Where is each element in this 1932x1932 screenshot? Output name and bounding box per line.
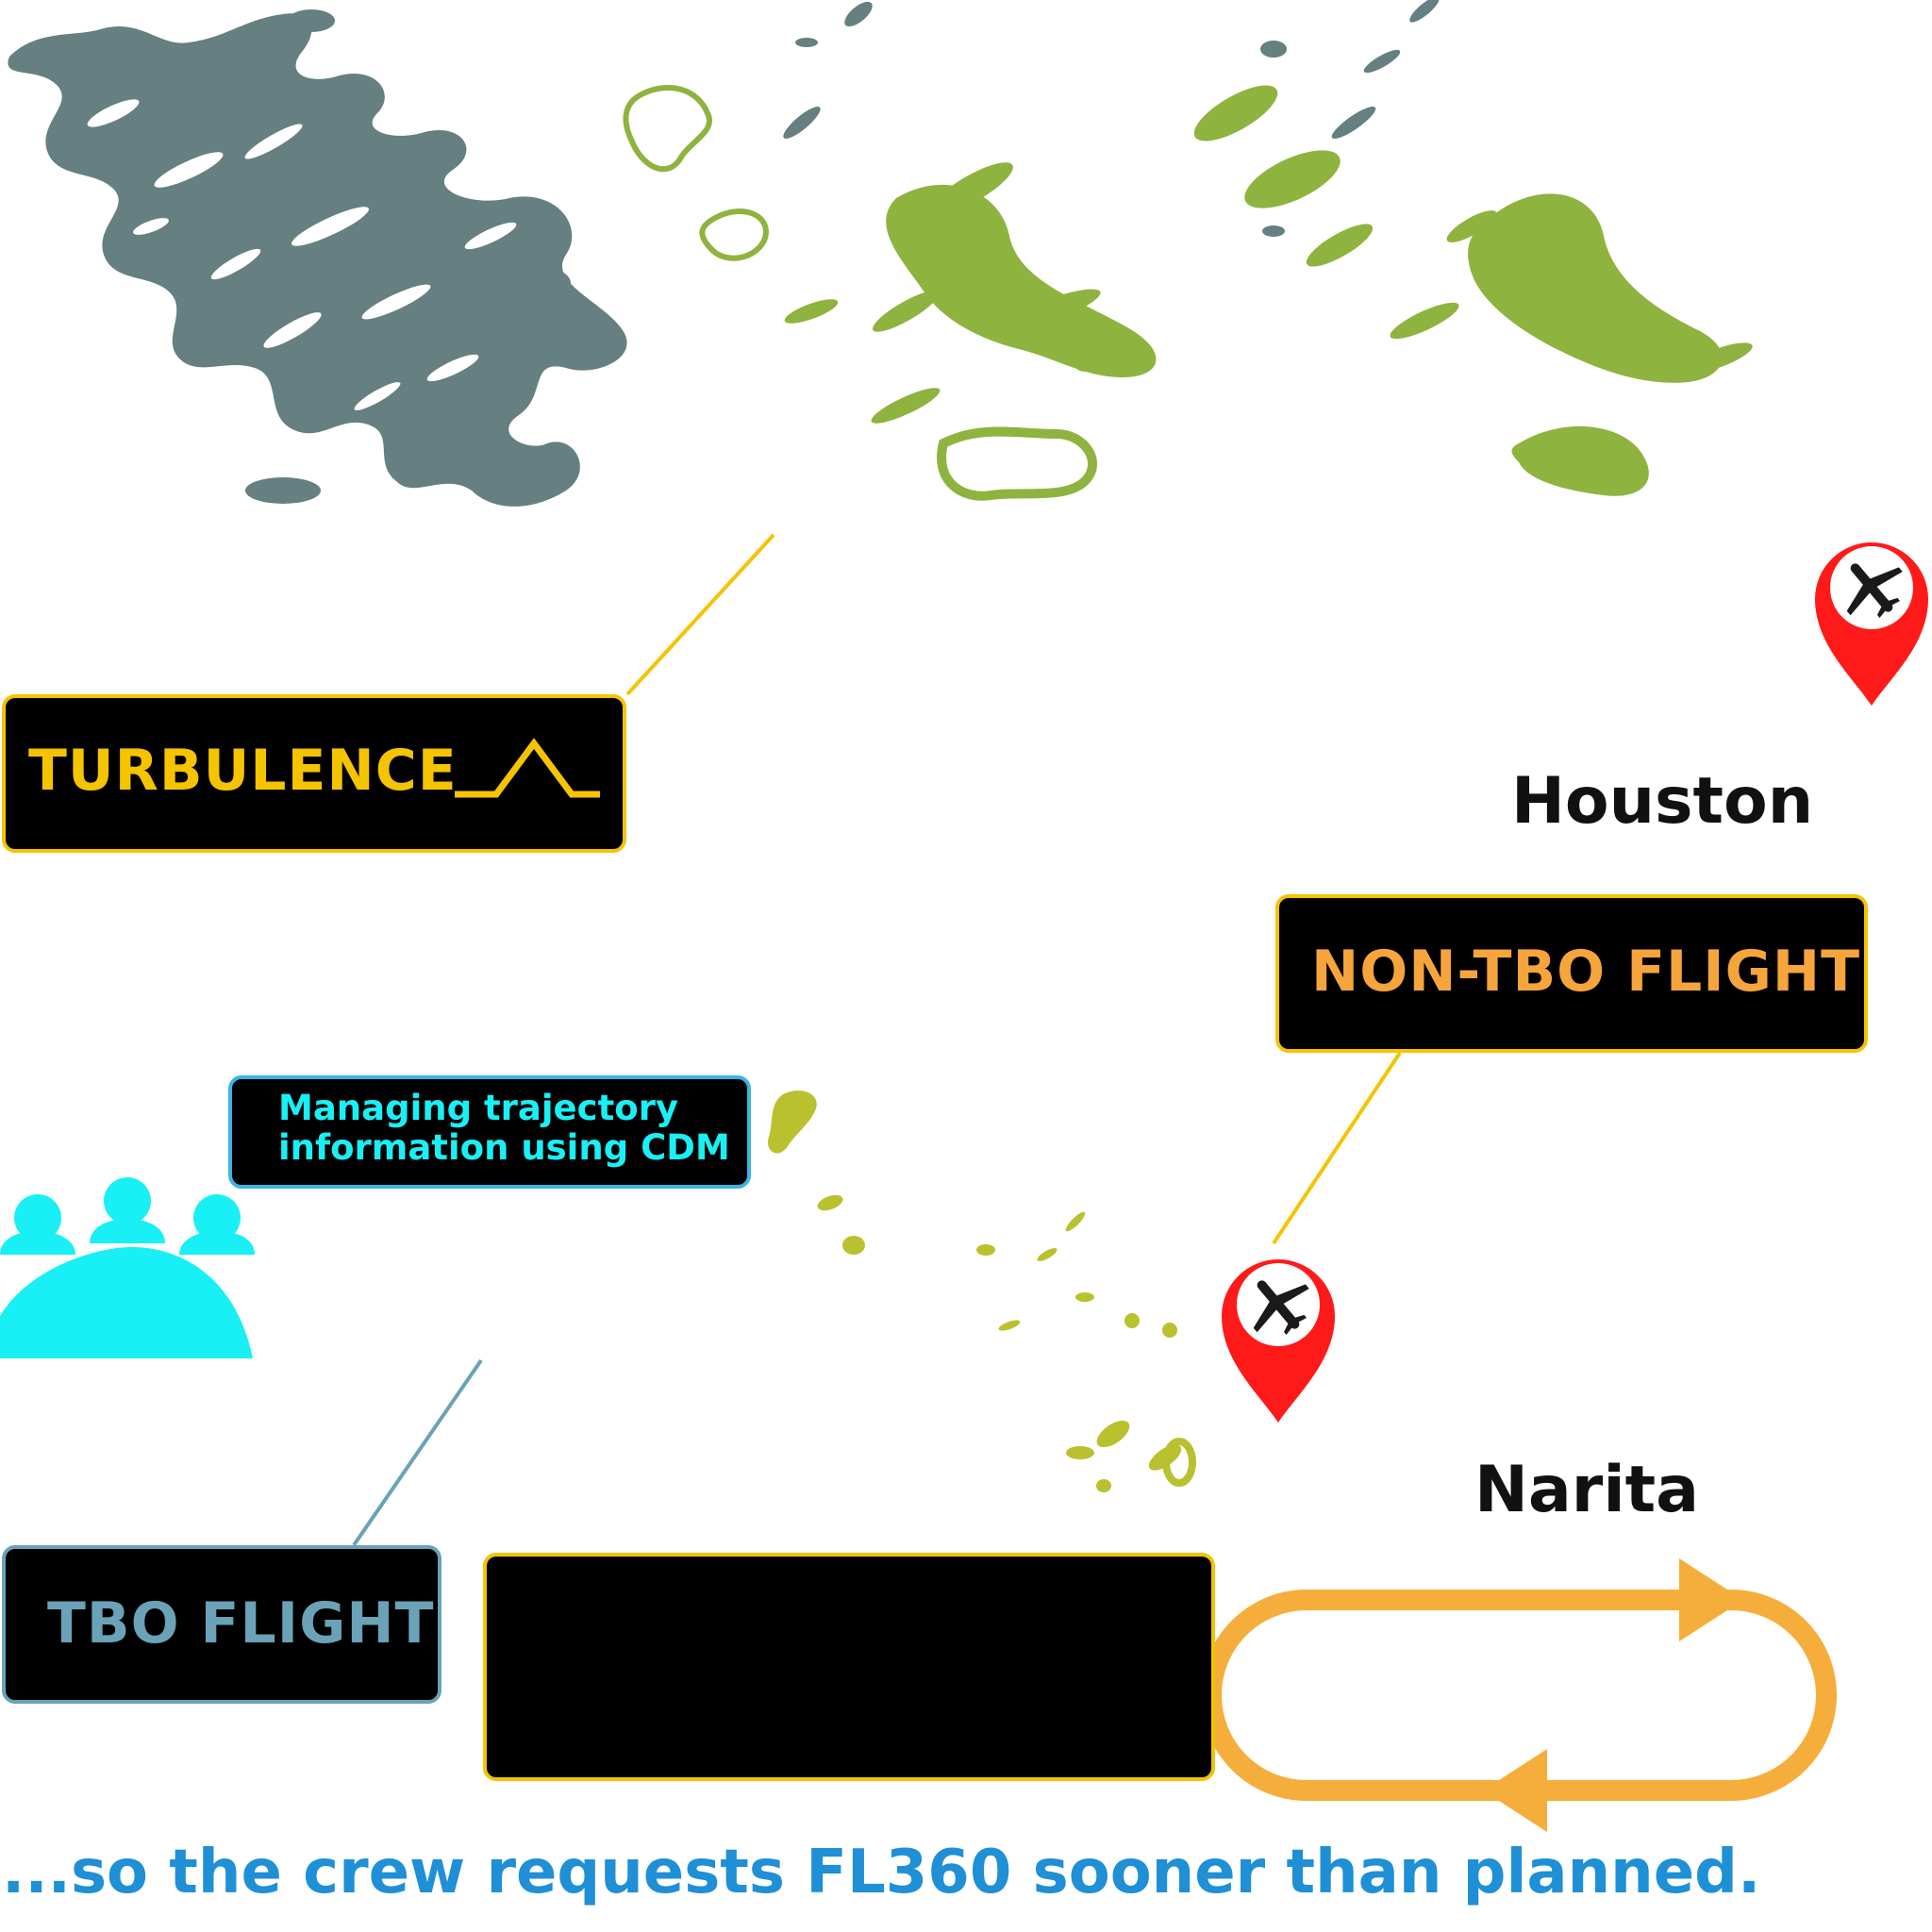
tbo-flight-box[interactable] <box>2 1545 441 1704</box>
weather-cluster-upper-gray-spots <box>783 0 1440 237</box>
tbo-flight-label: TBO FLIGHT <box>47 1591 435 1657</box>
plane-pin-icon[interactable] <box>1222 1259 1335 1423</box>
people-group-icon <box>0 1177 255 1358</box>
weather-cluster-lower <box>768 1090 1196 1492</box>
weather-cluster-upper-right <box>1193 85 1753 496</box>
turbulence-cloud <box>8 9 627 507</box>
turbulence-icon <box>455 738 600 798</box>
empty-message-box <box>483 1553 1215 1781</box>
cdm-info-text: Managing trajectory information using CD… <box>278 1089 730 1168</box>
tbo-connector <box>352 1358 483 1547</box>
turbulence-label: TURBULENCE <box>28 738 458 804</box>
cdm-line-1: Managing trajectory <box>278 1088 679 1128</box>
non-tbo-flight-box[interactable] <box>1275 894 1868 1053</box>
turbulence-cloud-holes <box>87 99 517 410</box>
plane-pin-icon[interactable] <box>1815 542 1928 706</box>
cdm-line-2: information using CDM <box>278 1127 730 1168</box>
caption-text: ...so the crew requests FL360 sooner tha… <box>2 1838 1761 1907</box>
non-tbo-connector <box>1272 1051 1402 1245</box>
weather-cluster-upper-middle <box>623 84 1157 501</box>
narita-label: Narita <box>1474 1453 1700 1527</box>
turbulence-connector <box>625 533 775 696</box>
holding-pattern-icon <box>1201 1558 1837 1832</box>
turbulence-label-box <box>2 694 626 853</box>
houston-label: Houston <box>1511 764 1814 839</box>
non-tbo-flight-label: NON-TBO FLIGHT <box>1311 939 1861 1005</box>
cdm-info-box <box>228 1075 751 1189</box>
